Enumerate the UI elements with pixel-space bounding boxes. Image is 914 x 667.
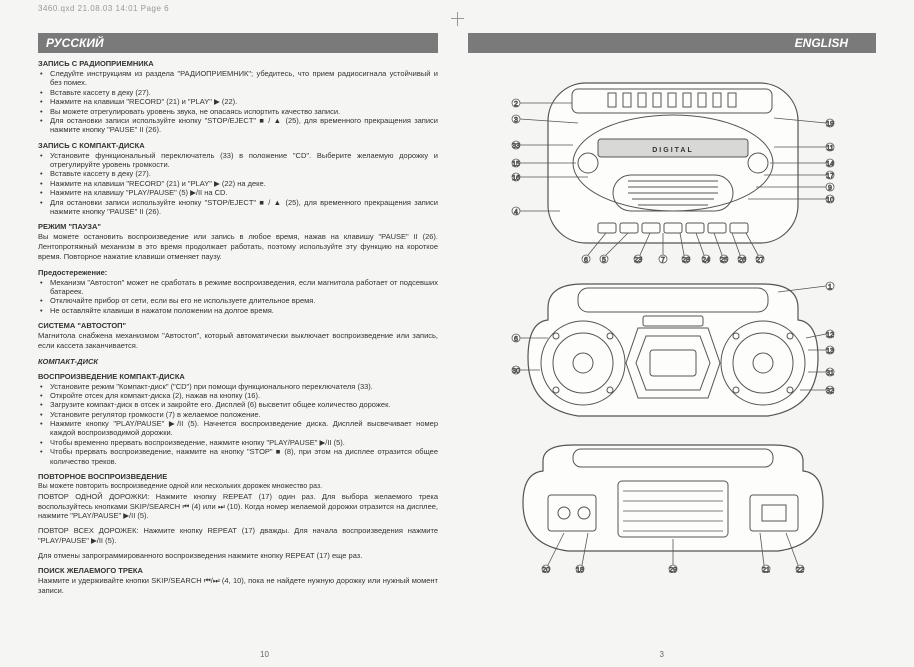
- svg-text:24: 24: [702, 257, 710, 264]
- list-item: Нажмите кнопку "PLAY/PAUSE" ▶/II (5). На…: [50, 419, 438, 438]
- list-item: Нажмите на клавиши "RECORD" (21) и "PLAY…: [50, 179, 438, 188]
- list-item: Чтобы прервать воспроизведение, нажмите …: [50, 447, 438, 466]
- svg-text:2: 2: [514, 101, 518, 108]
- sec9-title: ПОИСК ЖЕЛАЕМОГО ТРЕКА: [38, 566, 438, 575]
- svg-text:3: 3: [514, 117, 518, 124]
- list-item: Установите функциональный переключатель …: [50, 151, 438, 170]
- list-item: Отключайте прибор от сети, если вы его н…: [50, 296, 438, 305]
- list-item: Для остановки записи используйте кнопку …: [50, 198, 438, 217]
- svg-text:31: 31: [826, 370, 834, 377]
- list-item: Вы можете отрегулировать уровень звука, …: [50, 107, 438, 116]
- list-item: Загрузите компакт-диск в отсек и закройт…: [50, 400, 438, 409]
- svg-text:12: 12: [826, 332, 834, 339]
- svg-text:28: 28: [682, 257, 690, 264]
- left-column: РУССКИЙ ЗАПИСЬ С РАДИОПРИЕМНИКА Следуйте…: [38, 33, 438, 596]
- sec5-para: Магнитола снабжена механизмом "Автостоп"…: [38, 331, 438, 351]
- sec8-p3: ПОВТОР ВСЕХ ДОРОЖЕК: Нажмите кнопку REPE…: [38, 526, 438, 546]
- sec8-title: ПОВТОРНОЕ ВОСПРОИЗВЕДЕНИЕ: [38, 472, 438, 481]
- svg-text:25: 25: [720, 257, 728, 264]
- svg-text:1: 1: [828, 284, 832, 291]
- list-item: Установите регулятор громкости (7) в жел…: [50, 410, 438, 419]
- list-item: Установите режим "Компакт-диск" ("CD") п…: [50, 382, 438, 391]
- sec2-title: ЗАПИСЬ С КОМПАКТ-ДИСКА: [38, 141, 438, 150]
- list-item: Нажмите на клавишу "PLAY/PAUSE" (5) ▶/II…: [50, 188, 438, 197]
- list-item: Вставьте кассету в деку (27).: [50, 88, 438, 97]
- sec9-para: Нажмите и удерживайте кнопки SKIP/SEARCH…: [38, 576, 438, 596]
- sec2-list: Установите функциональный переключатель …: [38, 151, 438, 217]
- svg-text:7: 7: [661, 257, 665, 264]
- page-number-right: 3: [660, 650, 664, 659]
- right-column: ENGLISH DIGITAL: [468, 33, 876, 596]
- svg-text:32: 32: [826, 388, 834, 395]
- svg-text:13: 13: [826, 348, 834, 355]
- diagram-rear-view: 20 18 29 21 22: [523, 445, 823, 573]
- sec7-list: Установите режим "Компакт-диск" ("CD") п…: [38, 382, 438, 466]
- sec5-title: СИСТЕМА "АВТОСТОП": [38, 321, 438, 330]
- lang-header-english: ENGLISH: [468, 33, 876, 53]
- svg-text:23: 23: [634, 257, 642, 264]
- page-spread: РУССКИЙ ЗАПИСЬ С РАДИОПРИЕМНИКА Следуйте…: [0, 13, 914, 596]
- sec8-p2: ПОВТОР ОДНОЙ ДОРОЖКИ: Нажмите кнопку REP…: [38, 492, 438, 521]
- svg-text:17: 17: [826, 173, 834, 180]
- svg-text:27: 27: [756, 257, 764, 264]
- svg-text:30: 30: [512, 368, 520, 375]
- sec6-title: КОМПАКТ-ДИСК: [38, 357, 438, 366]
- list-item: Механизм "Автостоп" может не сработать в…: [50, 278, 438, 297]
- sec8-p1: Вы можете повторить воспроизведение одно…: [38, 482, 438, 491]
- svg-text:22: 22: [796, 567, 804, 573]
- svg-text:6: 6: [584, 257, 588, 264]
- list-item: Для остановки записи используйте кнопку …: [50, 116, 438, 135]
- svg-text:21: 21: [762, 567, 770, 573]
- svg-text:14: 14: [826, 161, 834, 168]
- crop-mark: [457, 12, 458, 26]
- svg-text:11: 11: [826, 145, 833, 152]
- svg-text:18: 18: [576, 567, 584, 573]
- list-item: Чтобы временно прервать воспроизведение,…: [50, 438, 438, 447]
- sec1-list: Следуйте инструкциям из раздела "РАДИОПР…: [38, 69, 438, 135]
- page-number-left: 10: [260, 650, 269, 659]
- svg-text:26: 26: [738, 257, 746, 264]
- sec8-p4: Для отмены запрограммированного воспроиз…: [38, 551, 438, 561]
- digital-label: DIGITAL: [652, 147, 693, 154]
- svg-text:16: 16: [512, 175, 520, 182]
- sec4-title: Предостережение:: [38, 268, 438, 277]
- device-diagram: DIGITAL 2 3: [488, 63, 876, 575]
- list-item: Не оставляйте клавиши в нажатом положени…: [50, 306, 438, 315]
- sec4-list: Механизм "Автостоп" может не сработать в…: [38, 278, 438, 316]
- svg-text:10: 10: [826, 197, 834, 204]
- diagram-top-view: DIGITAL 2 3: [512, 83, 834, 264]
- svg-text:4: 4: [514, 209, 518, 216]
- sec3-para: Вы можете остановить воспроизведение или…: [38, 232, 438, 261]
- list-item: Вставьте кассету в деку (27).: [50, 169, 438, 178]
- svg-text:6: 6: [514, 336, 518, 343]
- lang-header-russian: РУССКИЙ: [38, 33, 438, 53]
- svg-text:33: 33: [512, 143, 520, 150]
- diagram-front-view: 6 30 1 12 13 31 32: [512, 282, 834, 416]
- svg-text:29: 29: [669, 567, 677, 573]
- list-item: Следуйте инструкциям из раздела "РАДИОПР…: [50, 69, 438, 88]
- svg-text:5: 5: [602, 257, 606, 264]
- list-item: Откройте отсек для компакт-диска (2), на…: [50, 391, 438, 400]
- sec3-title: РЕЖИМ "ПАУЗА": [38, 222, 438, 231]
- svg-text:20: 20: [542, 567, 550, 573]
- svg-text:15: 15: [512, 161, 520, 168]
- svg-text:9: 9: [828, 185, 832, 192]
- sec7-title: ВОСПРОИЗВЕДЕНИЕ КОМПАКТ-ДИСКА: [38, 372, 438, 381]
- svg-text:19: 19: [826, 121, 834, 128]
- sec1-title: ЗАПИСЬ С РАДИОПРИЕМНИКА: [38, 59, 438, 68]
- list-item: Нажмите на клавиши "RECORD" (21) и "PLAY…: [50, 97, 438, 106]
